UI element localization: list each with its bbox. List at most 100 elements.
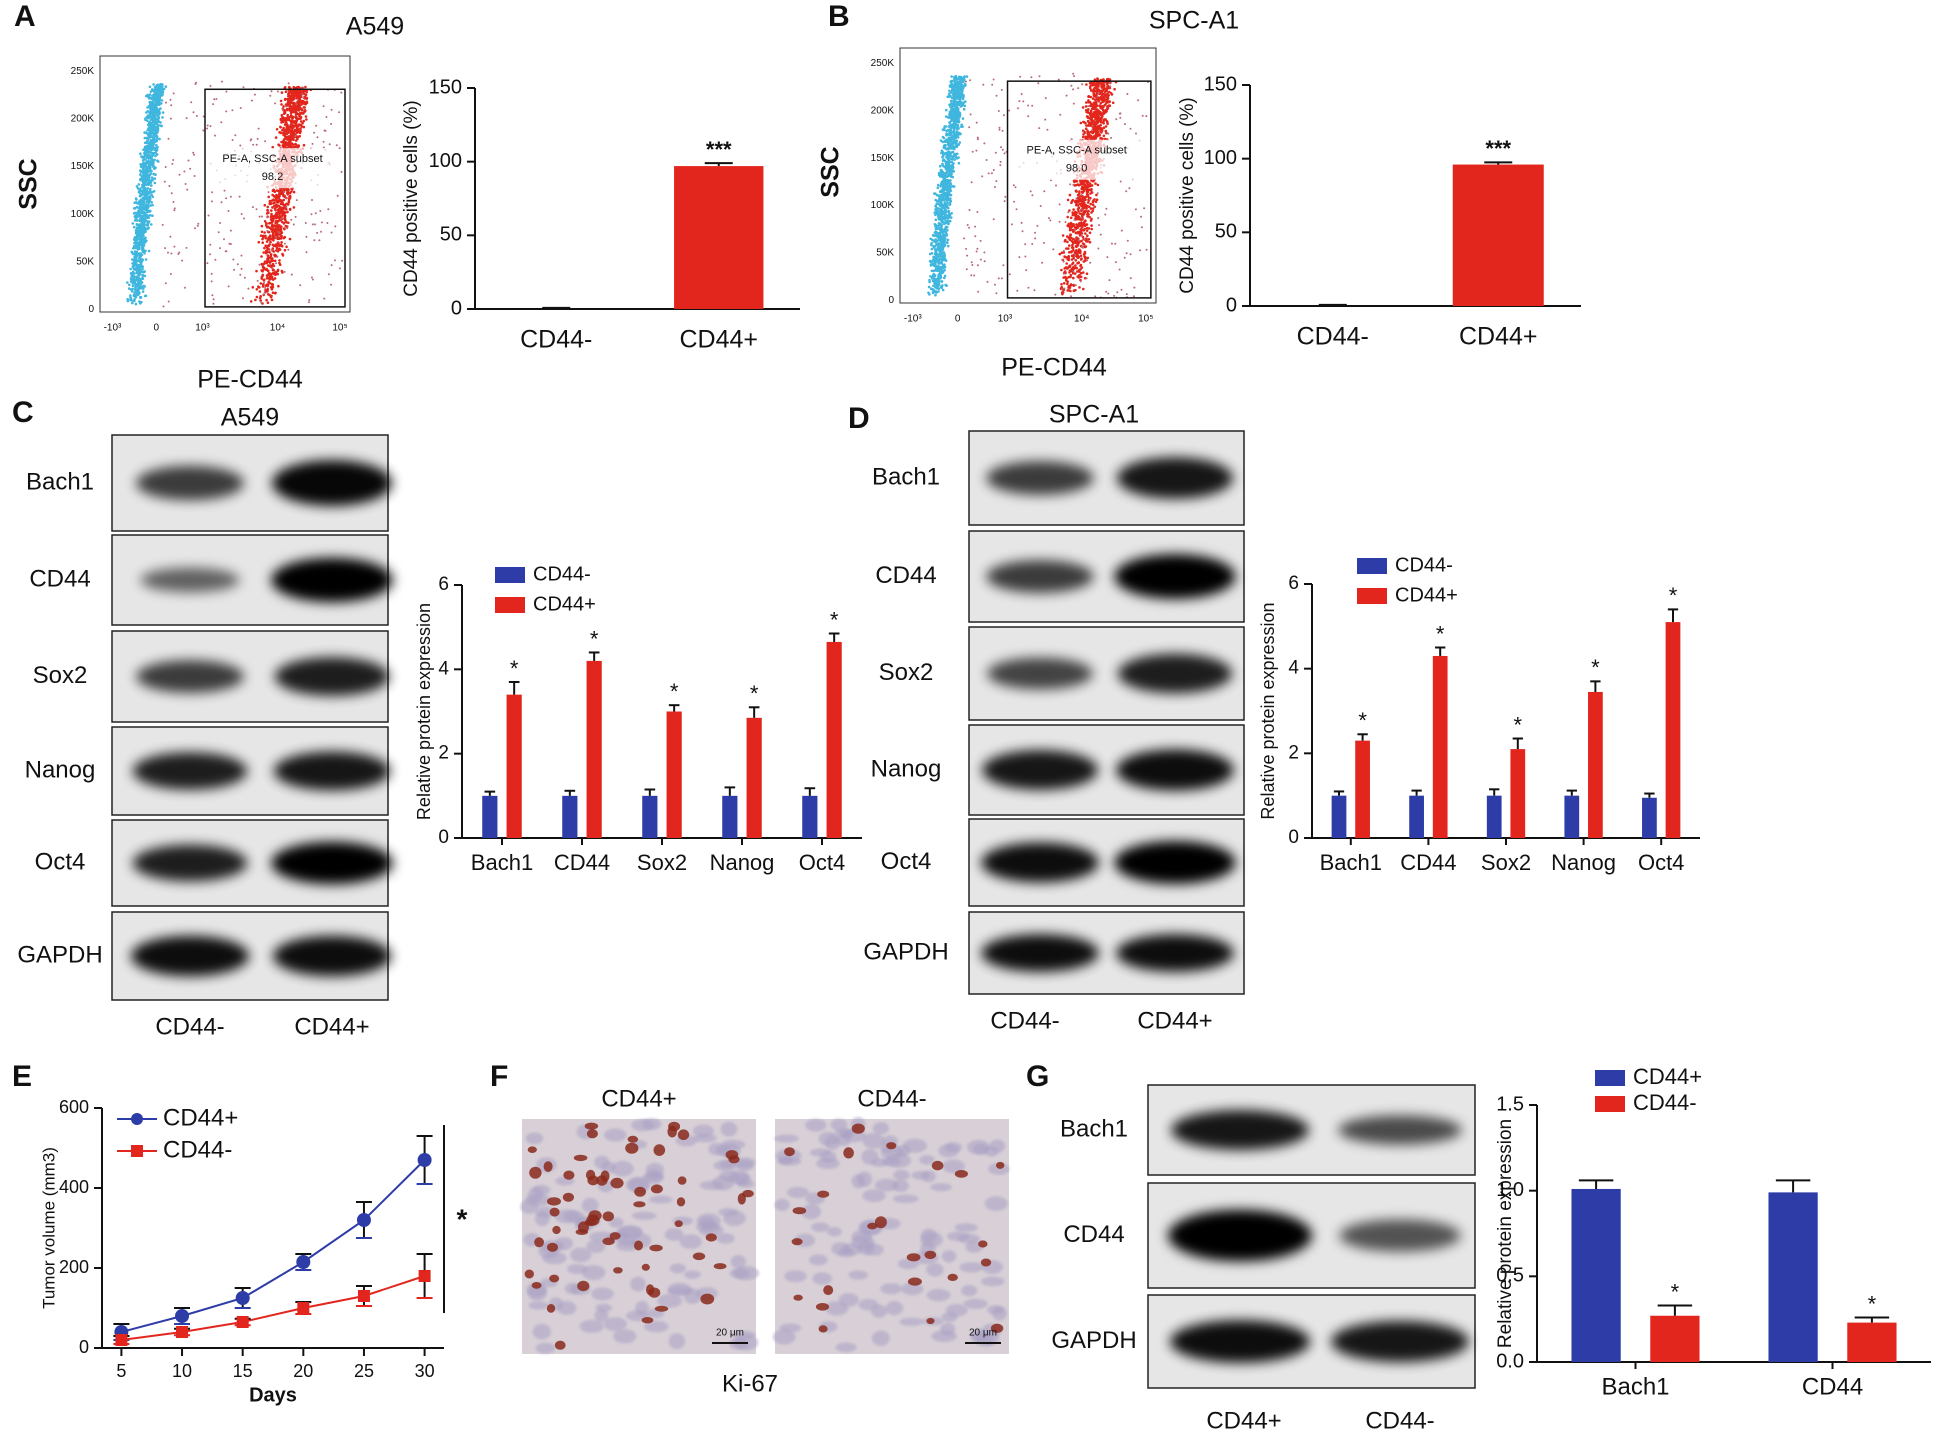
flow-dot — [131, 274, 134, 278]
flow-dot — [133, 279, 136, 282]
flow-dot — [274, 291, 277, 295]
flow-dot — [1070, 239, 1074, 243]
flow-dot — [934, 218, 938, 222]
flow-dot — [1079, 258, 1083, 261]
flow-dot — [284, 203, 288, 206]
flow-dot — [153, 138, 157, 142]
flow-dot — [267, 191, 270, 194]
flow-dot — [963, 104, 966, 108]
flow-dot — [274, 270, 277, 274]
flow-dot — [149, 123, 152, 127]
flow-dot — [314, 223, 316, 226]
flow-dot — [942, 234, 945, 237]
flow-dot — [310, 276, 313, 279]
flow-dot — [330, 231, 333, 234]
flow-dot — [169, 117, 172, 120]
flow-dot — [1063, 267, 1066, 270]
flow-dot — [138, 247, 141, 251]
flow-dot — [300, 125, 304, 128]
flow-dot — [143, 195, 146, 199]
flow-dot — [138, 211, 142, 215]
flow-dot — [282, 105, 285, 108]
flow-dot — [957, 97, 961, 101]
flow-dot — [301, 93, 304, 96]
flow-dot — [269, 227, 273, 231]
flow-dot — [271, 206, 274, 209]
flow-dot — [142, 200, 146, 204]
flow-dot — [210, 272, 213, 275]
flow-dot — [1060, 268, 1063, 272]
flow-dot — [951, 92, 955, 96]
flow-dot — [240, 267, 243, 270]
flow-dot — [157, 108, 161, 111]
flow-dot — [162, 305, 165, 308]
flow-dot — [942, 242, 946, 246]
flow-dot — [1074, 200, 1077, 204]
flow-dot — [274, 219, 278, 223]
flow-dot — [271, 145, 275, 149]
flow-dot — [1082, 120, 1085, 124]
flow-dot — [319, 210, 322, 212]
flow-dot — [143, 274, 147, 278]
flow-dot — [954, 139, 957, 143]
flow-dot — [952, 169, 955, 173]
flow-dot — [292, 223, 295, 226]
flow-dot — [1069, 221, 1073, 225]
flow-dot — [1098, 119, 1101, 123]
flow-dot — [164, 247, 167, 250]
flow-dot — [1070, 250, 1073, 254]
flow-dot — [326, 222, 329, 224]
flow-dot — [302, 96, 305, 99]
flow-dot — [132, 207, 136, 210]
flow-dot — [266, 229, 269, 232]
flow-dot — [1080, 187, 1084, 191]
flow-dot — [146, 110, 150, 113]
flow-dot — [951, 84, 955, 88]
flow-dot — [952, 134, 955, 138]
flow-dot — [234, 134, 237, 137]
flow-dot — [949, 99, 953, 103]
flow-dot — [217, 231, 220, 234]
flow-dot — [946, 133, 949, 136]
flow-dot — [131, 301, 134, 305]
flow-dot — [149, 204, 152, 207]
flow-dot — [138, 194, 142, 198]
flow-dot — [136, 271, 139, 275]
flow-dot — [945, 174, 948, 178]
flow-dot — [323, 297, 326, 300]
flow-dot — [297, 109, 301, 112]
flow-dot — [233, 268, 236, 271]
flow-dot — [934, 227, 938, 231]
flow-dot — [151, 195, 154, 198]
flow-dot — [940, 216, 944, 219]
flow-dot — [153, 177, 157, 180]
flow-dot — [1100, 86, 1103, 89]
flow-dot — [287, 248, 290, 251]
flow-dot — [1111, 101, 1115, 105]
flow-dot — [946, 216, 950, 219]
flow-dot — [272, 217, 275, 220]
flow-dot — [141, 223, 145, 226]
flow-dot — [311, 278, 314, 281]
flow-dot — [273, 253, 276, 257]
flow-dot — [257, 127, 260, 130]
flow-dot — [933, 281, 936, 285]
flow-dot — [147, 168, 150, 172]
flow-dot — [257, 285, 260, 289]
flow-dot — [249, 300, 253, 303]
flow-dot — [957, 133, 960, 136]
flow-dot — [278, 224, 281, 227]
flow-dot — [154, 104, 157, 108]
flow-dot — [149, 169, 153, 173]
flow-dot — [145, 160, 149, 164]
flow-dot — [1102, 78, 1105, 81]
flow-dot — [141, 185, 144, 189]
flow-dot — [1082, 287, 1085, 291]
flow-dot — [292, 132, 295, 135]
flow-dot — [297, 103, 301, 107]
flow-dot — [1076, 253, 1079, 256]
flow-dot — [270, 237, 273, 241]
flow-dot — [265, 212, 269, 215]
flow-dot — [273, 224, 276, 227]
flow-dot — [148, 143, 152, 146]
